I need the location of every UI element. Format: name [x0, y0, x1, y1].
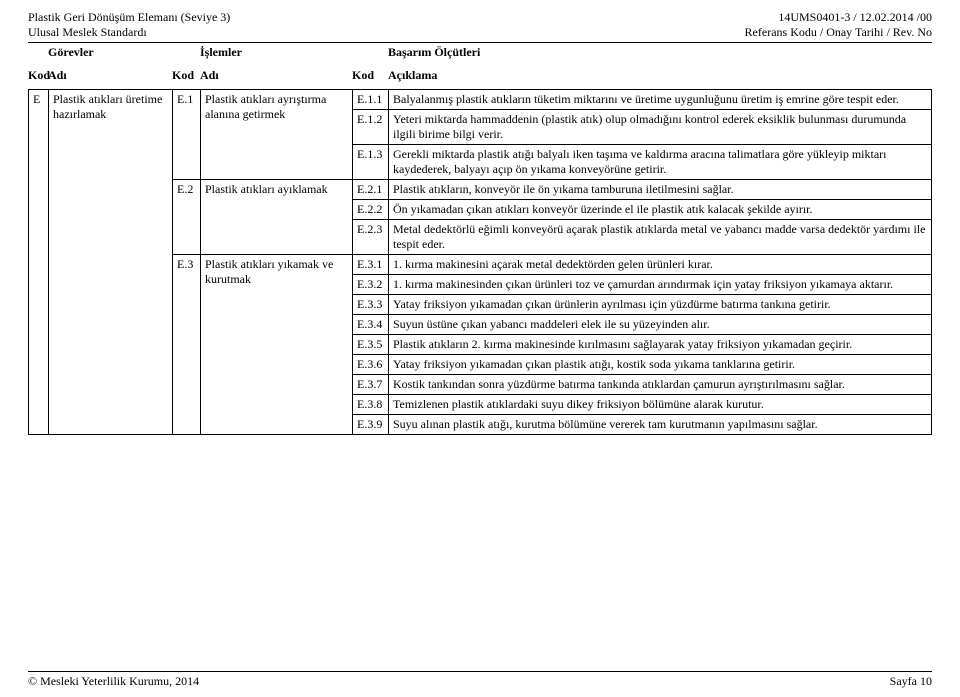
kriter-e11-text: Balyalanmış plastik atıkların tüketim mi…: [389, 90, 932, 110]
kriter-e38-kod: E.3.8: [353, 395, 389, 415]
kriter-e12-kod: E.1.2: [353, 110, 389, 145]
kriter-e38-text: Temizlenen plastik atıklardaki suyu dike…: [389, 395, 932, 415]
kriter-e37-text: Kostik tankından sonra yüzdürme batırma …: [389, 375, 932, 395]
header-right-line2: Referans Kodu / Onay Tarihi / Rev. No: [745, 25, 932, 40]
table-row: E Plastik atıkları üretime hazırlamak E.…: [29, 90, 932, 110]
islem-e3-adi: Plastik atıkları yıkamak ve kurutmak: [201, 255, 353, 435]
doc-header-left: Plastik Geri Dönüşüm Elemanı (Seviye 3) …: [28, 10, 230, 40]
header-right-line1: 14UMS0401-3 / 12.02.2014 /00: [745, 10, 932, 25]
kriter-e35-kod: E.3.5: [353, 335, 389, 355]
kriter-e21-text: Plastik atıkların, konveyör ile ön yıkam…: [389, 180, 932, 200]
col-basarim: Başarım Ölçütleri: [388, 45, 932, 60]
kriter-e36-kod: E.3.6: [353, 355, 389, 375]
header-left-line1: Plastik Geri Dönüşüm Elemanı (Seviye 3): [28, 10, 230, 25]
kriter-e34-kod: E.3.4: [353, 315, 389, 335]
kriter-e32-text: 1. kırma makinesinden çıkan ürünleri toz…: [389, 275, 932, 295]
col-adi-2: Adı: [200, 68, 352, 83]
doc-footer: © Mesleki Yeterlilik Kurumu, 2014 Sayfa …: [28, 671, 932, 689]
subheads-row: Kod Adı Kod Adı Kod Açıklama: [28, 68, 932, 83]
kriter-e13-kod: E.1.3: [353, 145, 389, 180]
islem-e1-kod: E.1: [173, 90, 201, 180]
kriter-e11-kod: E.1.1: [353, 90, 389, 110]
kriter-e31-kod: E.3.1: [353, 255, 389, 275]
kriter-e23-kod: E.2.3: [353, 220, 389, 255]
kriter-e13-text: Gerekli miktarda plastik atığı balyalı i…: [389, 145, 932, 180]
kriter-e22-text: Ön yıkamadan çıkan atıkları konveyör üze…: [389, 200, 932, 220]
kriter-e31-text: 1. kırma makinesini açarak metal dedektö…: [389, 255, 932, 275]
footer-right: Sayfa 10: [890, 674, 932, 689]
col-kod-1: Kod: [28, 68, 48, 83]
header-rule: [28, 42, 932, 43]
section-heads-row: Görevler İşlemler Başarım Ölçütleri: [28, 45, 932, 60]
kriter-e35-text: Plastik atıkların 2. kırma makinesinde k…: [389, 335, 932, 355]
footer-left: © Mesleki Yeterlilik Kurumu, 2014: [28, 674, 199, 689]
col-gorevler: Görevler: [48, 45, 172, 60]
col-kod-2: Kod: [172, 68, 200, 83]
kriter-e33-text: Yatay friksiyon yıkamadan çıkan ürünleri…: [389, 295, 932, 315]
kriter-e34-text: Suyun üstüne çıkan yabancı maddeleri ele…: [389, 315, 932, 335]
doc-header: Plastik Geri Dönüşüm Elemanı (Seviye 3) …: [28, 10, 932, 40]
kriter-e37-kod: E.3.7: [353, 375, 389, 395]
islem-e1-adi: Plastik atıkları ayrıştırma alanına geti…: [201, 90, 353, 180]
kriter-e39-kod: E.3.9: [353, 415, 389, 435]
islem-e3-kod: E.3: [173, 255, 201, 435]
gorev-adi: Plastik atıkları üretime hazırlamak: [49, 90, 173, 435]
criteria-table: E Plastik atıkları üretime hazırlamak E.…: [28, 89, 932, 435]
doc-header-right: 14UMS0401-3 / 12.02.2014 /00 Referans Ko…: [745, 10, 932, 40]
col-aciklama: Açıklama: [388, 68, 932, 83]
kriter-e23-text: Metal dedektörlü eğimli konveyörü açarak…: [389, 220, 932, 255]
kriter-e39-text: Suyu alınan plastik atığı, kurutma bölüm…: [389, 415, 932, 435]
islem-e2-kod: E.2: [173, 180, 201, 255]
header-left-line2: Ulusal Meslek Standardı: [28, 25, 230, 40]
kriter-e21-kod: E.2.1: [353, 180, 389, 200]
col-islemler: İşlemler: [200, 45, 352, 60]
gorev-kod: E: [29, 90, 49, 435]
col-kod-3: Kod: [352, 68, 388, 83]
kriter-e32-kod: E.3.2: [353, 275, 389, 295]
kriter-e36-text: Yatay friksiyon yıkamadan çıkan plastik …: [389, 355, 932, 375]
col-adi-1: Adı: [48, 68, 172, 83]
islem-e2-adi: Plastik atıkları ayıklamak: [201, 180, 353, 255]
kriter-e22-kod: E.2.2: [353, 200, 389, 220]
kriter-e33-kod: E.3.3: [353, 295, 389, 315]
kriter-e12-text: Yeteri miktarda hammaddenin (plastik atı…: [389, 110, 932, 145]
